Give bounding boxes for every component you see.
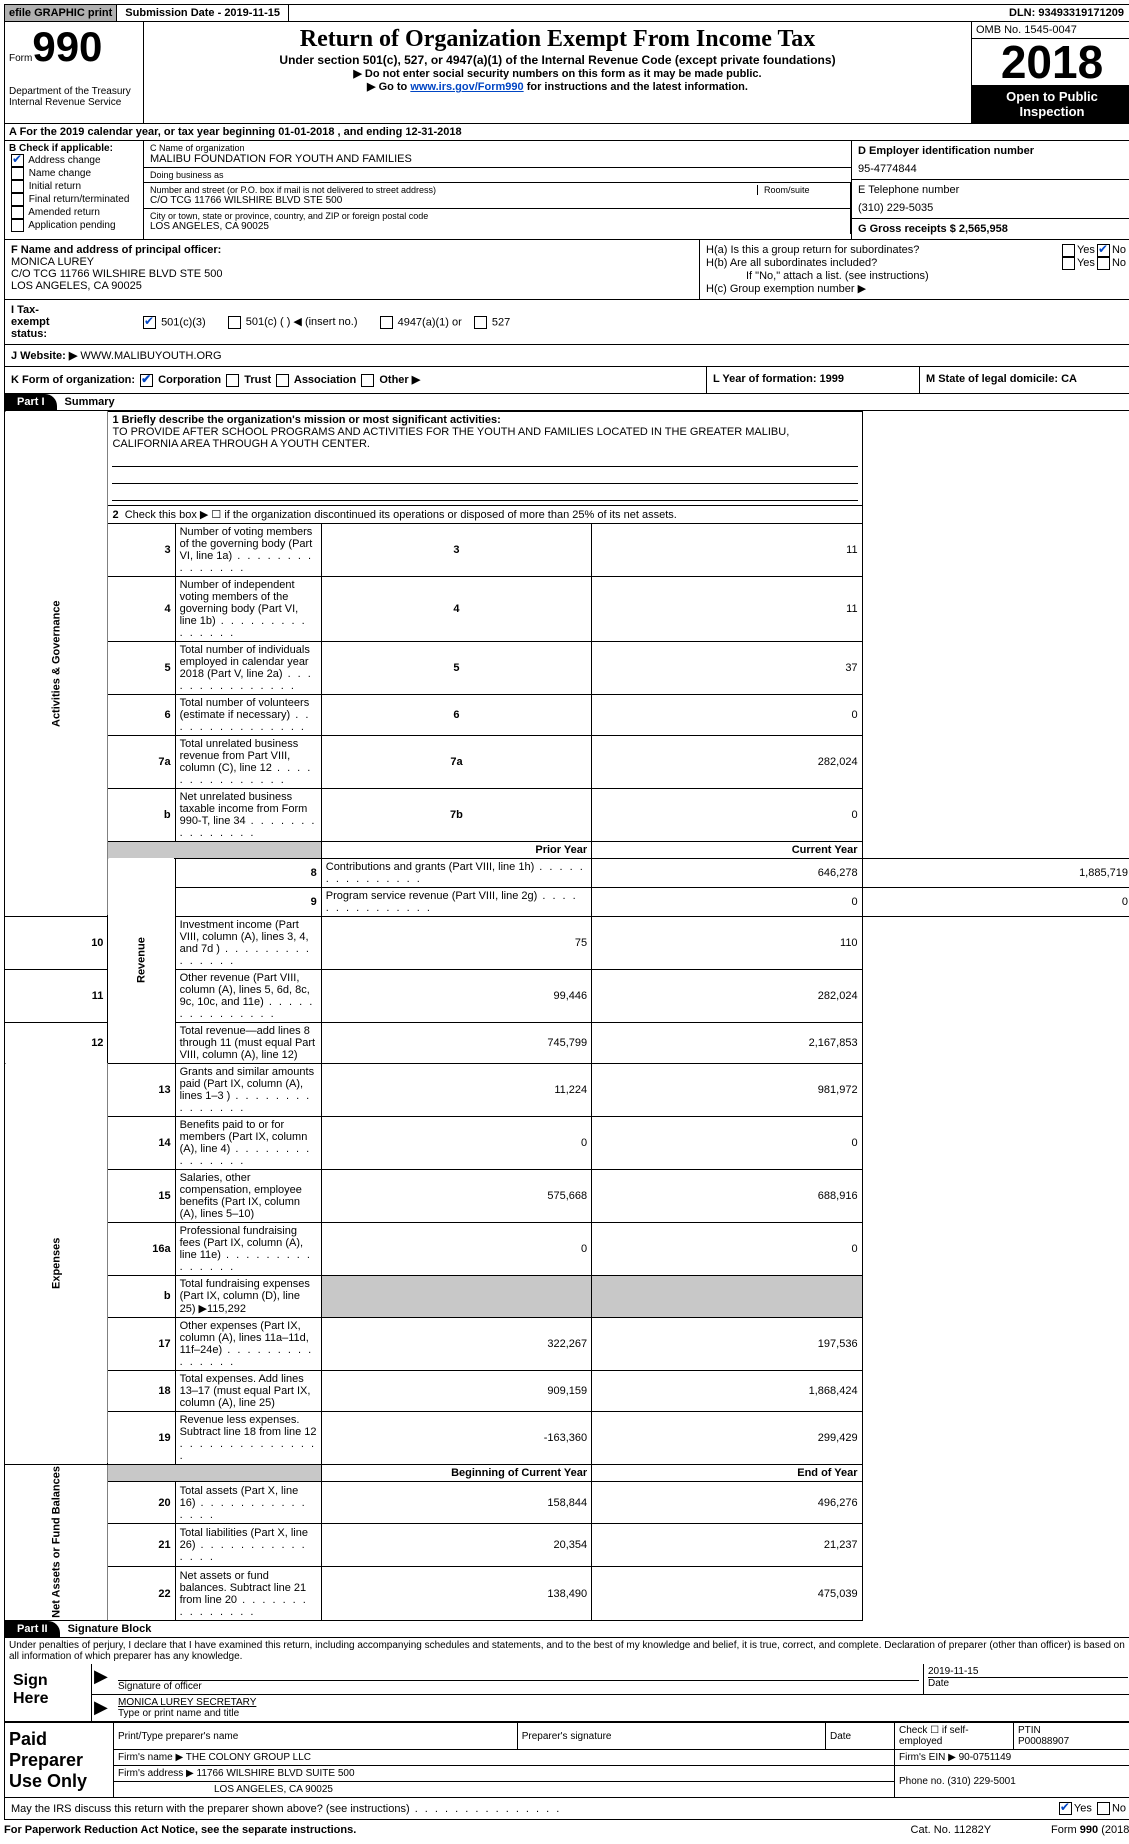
- form-title: Return of Organization Exempt From Incom…: [148, 26, 967, 53]
- header: Form990 Department of the Treasury Inter…: [4, 22, 1129, 124]
- org-address: C/O TCG 11766 WILSHIRE BLVD STE 500: [150, 195, 844, 206]
- dln: DLN: 93493319171209: [1001, 5, 1129, 21]
- org-name: MALIBU FOUNDATION FOR YOUTH AND FAMILIES: [150, 153, 845, 165]
- dba-label: Doing business as: [150, 170, 845, 180]
- ein-label: D Employer identification number: [858, 145, 1126, 157]
- row-f-h: F Name and address of principal officer:…: [4, 240, 1129, 300]
- website-value: WWW.MALIBUYOUTH.ORG: [80, 350, 221, 362]
- footer: For Paperwork Reduction Act Notice, see …: [4, 1820, 1129, 1840]
- sign-here-label: Sign Here: [5, 1664, 92, 1721]
- summary-table: Activities & Governance 1 Briefly descri…: [4, 411, 1129, 1622]
- discuss-irs: May the IRS discuss this return with the…: [11, 1803, 561, 1815]
- form-subtitle: Under section 501(c), 527, or 4947(a)(1)…: [148, 53, 967, 67]
- section-b-c-d: B Check if applicable: Address change Na…: [4, 141, 1129, 240]
- penalty-text: Under penalties of perjury, I declare th…: [5, 1638, 1129, 1664]
- box-l: L Year of formation: 1999: [706, 367, 919, 393]
- dept-label: Department of the Treasury Internal Reve…: [9, 86, 139, 108]
- phone-value: (310) 229-5035: [858, 202, 1126, 214]
- preparer-table: Paid Preparer Use Only Print/Type prepar…: [4, 1722, 1129, 1798]
- ein-value: 95-4774844: [858, 163, 1126, 175]
- instruction-2: ▶ Go to www.irs.gov/Form990 for instruct…: [148, 80, 967, 93]
- gross-receipts: G Gross receipts $ 2,565,958: [858, 223, 1126, 235]
- paid-preparer-label: Paid Preparer Use Only: [5, 1723, 114, 1798]
- part-1-header: Part I Summary: [4, 394, 1129, 411]
- officer-name: MONICA LUREY: [11, 256, 693, 268]
- phone-label: E Telephone number: [858, 184, 1126, 196]
- efile-label[interactable]: efile GRAPHIC print: [5, 5, 116, 21]
- side-governance: Activities & Governance: [5, 411, 108, 916]
- mission-text: TO PROVIDE AFTER SCHOOL PROGRAMS AND ACT…: [112, 426, 857, 450]
- side-expenses: Expenses: [5, 1063, 108, 1464]
- open-public-badge: Open to Public Inspection: [972, 85, 1129, 123]
- submission-date: Submission Date - 2019-11-15: [116, 5, 289, 21]
- box-k: K Form of organization: Corporation Trus…: [5, 367, 706, 393]
- irs-link[interactable]: www.irs.gov/Form990: [410, 81, 523, 93]
- part-2-header: Part II Signature Block: [4, 1621, 1129, 1638]
- form-number: Form990: [9, 26, 139, 68]
- top-bar: efile GRAPHIC print Submission Date - 20…: [4, 4, 1129, 22]
- instruction-1: ▶ Do not enter social security numbers o…: [148, 67, 967, 80]
- tax-year: 2018: [972, 39, 1129, 85]
- org-city: LOS ANGELES, CA 90025: [150, 221, 844, 232]
- box-m: M State of legal domicile: CA: [919, 367, 1129, 393]
- side-net-assets: Net Assets or Fund Balances: [5, 1464, 108, 1621]
- box-b: B Check if applicable: Address change Na…: [5, 141, 144, 239]
- website-row: J Website: ▶ WWW.MALIBUYOUTH.ORG: [4, 345, 1129, 367]
- tax-status-row: I Tax-exempt status: 501(c)(3) 501(c) ( …: [4, 300, 1129, 345]
- signature-block: Under penalties of perjury, I declare th…: [4, 1638, 1129, 1722]
- org-name-label: C Name of organization: [150, 143, 845, 153]
- side-revenue: Revenue: [108, 858, 175, 1063]
- line-a: A For the 2019 calendar year, or tax yea…: [4, 124, 1129, 141]
